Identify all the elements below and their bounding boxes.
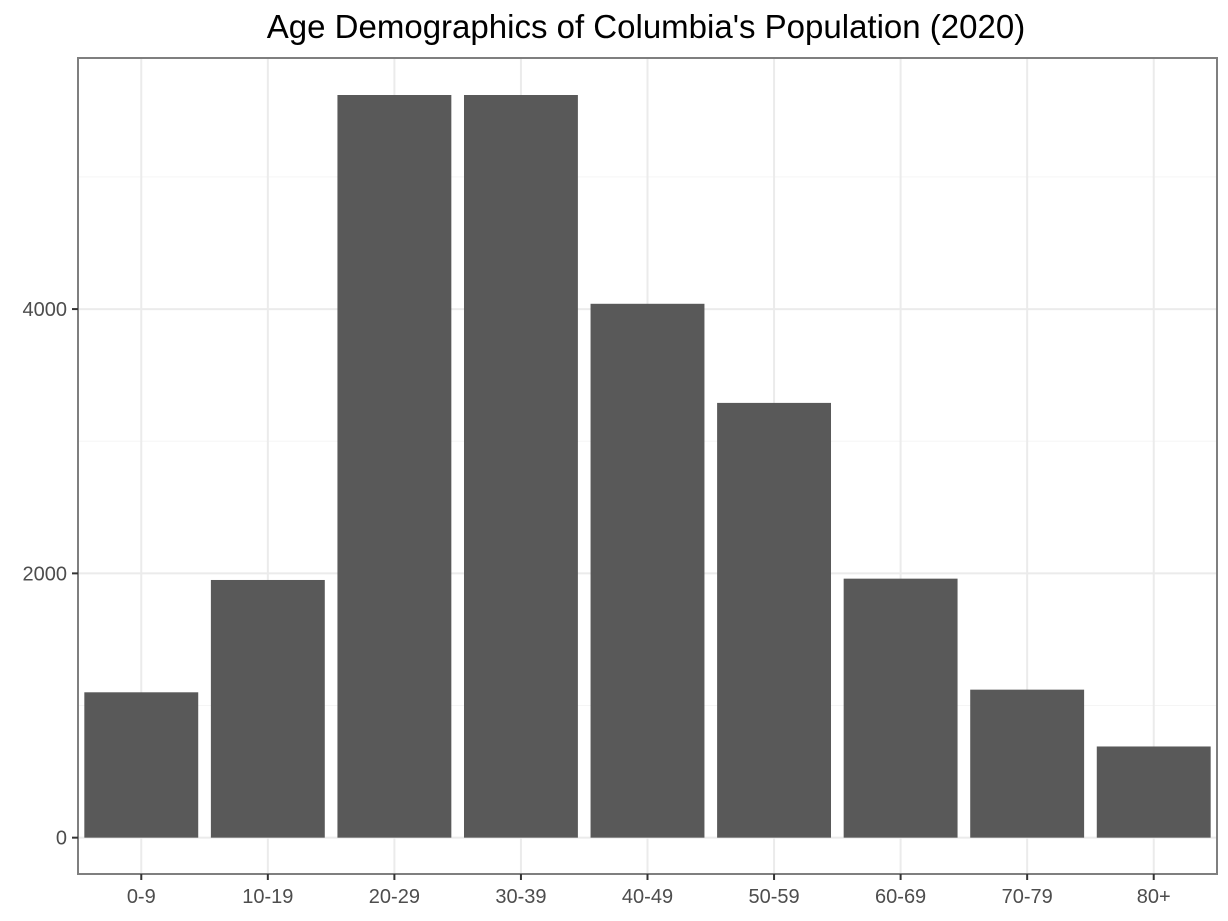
- bar-50-59: [717, 402, 832, 838]
- y-tick-label: 4000: [23, 299, 68, 321]
- x-tick-label: 80+: [1137, 886, 1171, 908]
- x-tick-label: 50-59: [748, 886, 799, 908]
- bars: [84, 95, 1211, 838]
- bar-10-19: [210, 579, 325, 838]
- bar-30-39: [463, 95, 578, 838]
- x-tick-label: 60-69: [875, 886, 926, 908]
- x-axis: 0-9 10-19 20-29 30-39 40-49 50-59 60-69 70-79 80…: [127, 874, 1171, 908]
- bar-70-79: [970, 689, 1085, 838]
- y-axis: 0 2000 4000: [23, 299, 78, 850]
- x-tick-label: 10-19: [242, 886, 293, 908]
- bar-40-49: [590, 303, 705, 838]
- x-tick-label: 30-39: [495, 886, 546, 908]
- bar-20-29: [337, 95, 452, 838]
- x-tick-label: 40-49: [622, 886, 673, 908]
- x-tick-label: 0-9: [127, 886, 156, 908]
- bar-60-69: [843, 578, 958, 838]
- x-tick-label: 70-79: [1002, 886, 1053, 908]
- y-tick-label: 2000: [23, 563, 68, 585]
- chart-title: Age Demographics of Columbia's Populatio…: [267, 8, 1025, 45]
- bar-80+: [1096, 746, 1211, 838]
- y-tick-label: 0: [56, 828, 67, 850]
- x-tick-label: 20-29: [369, 886, 420, 908]
- bar-0-9: [84, 692, 199, 838]
